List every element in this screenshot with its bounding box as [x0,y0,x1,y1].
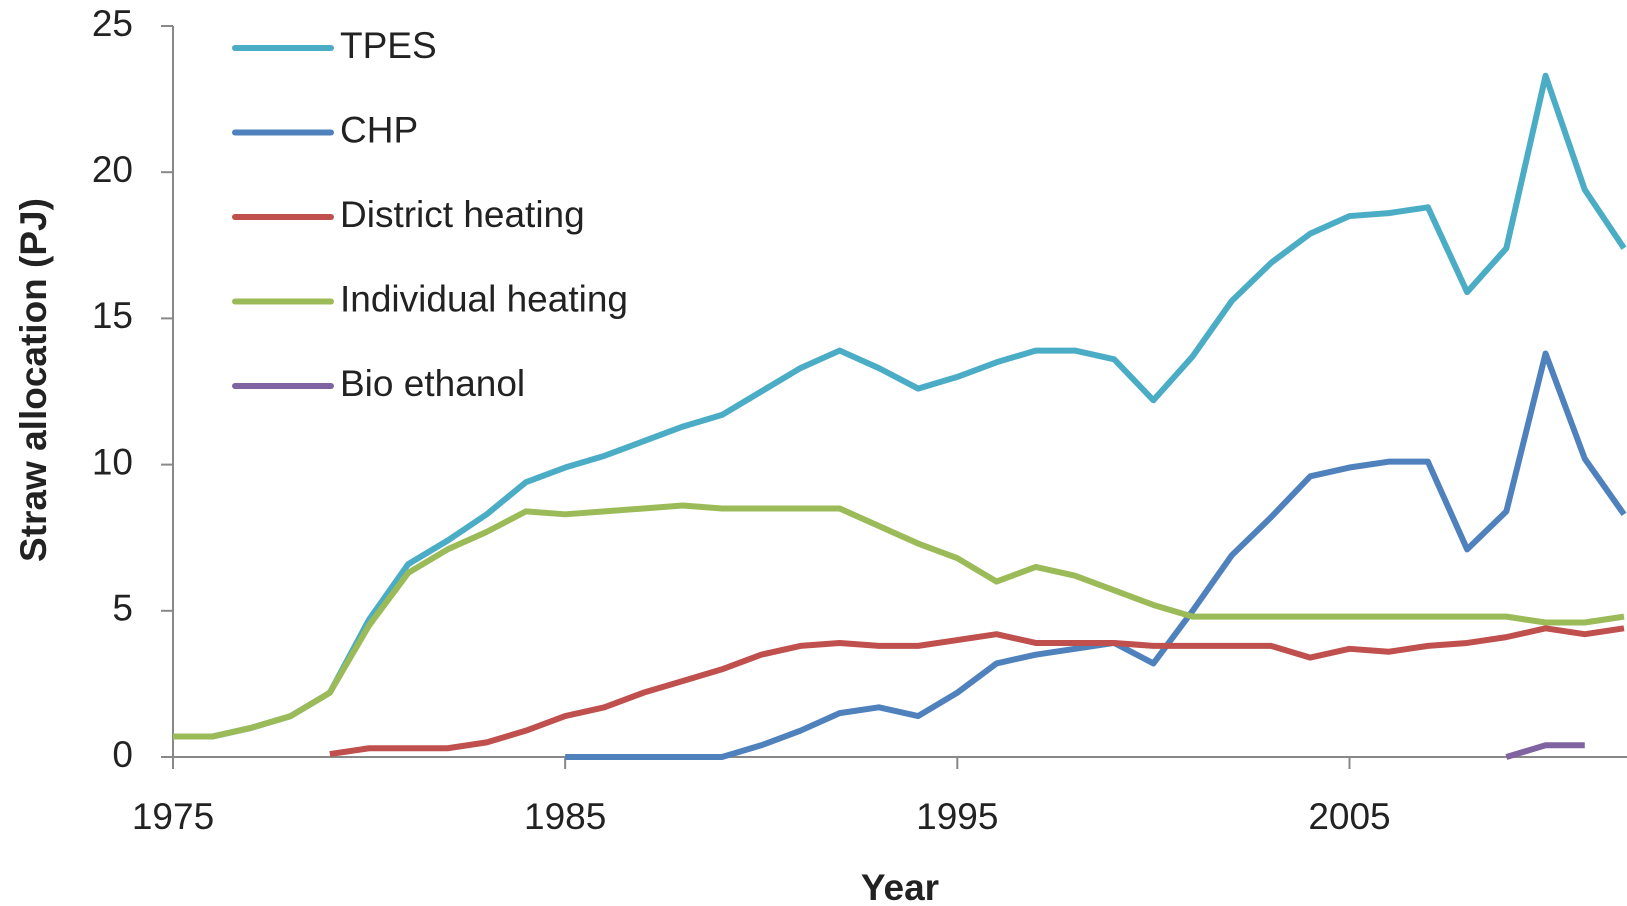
data-line [173,72,1627,740]
y-tick-label: 20 [92,149,133,190]
x-tick-label: 2005 [1308,796,1390,837]
legend-label: District heating [340,194,585,235]
x-tick-label: 1985 [524,796,606,837]
x-tick-label: 1995 [916,796,998,837]
legend-label: Bio ethanol [340,363,525,404]
y-tick-label: 25 [92,3,133,44]
y-axis-label: Straw allocation (PJ) [13,198,54,562]
y-tick-label: 15 [92,295,133,336]
x-axis-label: Year [861,867,939,906]
legend-label: TPES [340,25,437,66]
y-tick-label: 0 [112,734,133,775]
legend-label: Individual heating [340,278,628,319]
x-tick-label: 1975 [132,796,214,837]
y-tick-label: 10 [92,441,133,482]
data-line [173,502,1625,740]
legend-label: CHP [340,109,418,150]
y-tick-label: 5 [112,588,133,629]
data-line [329,625,1625,758]
data-line [1505,742,1585,760]
